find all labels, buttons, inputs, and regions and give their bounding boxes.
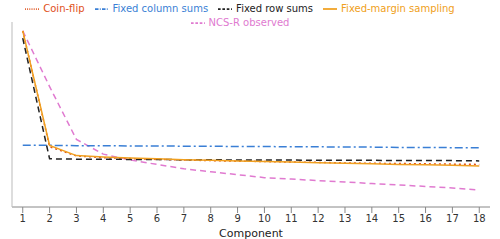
svg-text:2: 2 <box>46 213 52 224</box>
svg-text:16: 16 <box>419 213 432 224</box>
svg-text:3: 3 <box>73 213 79 224</box>
svg-text:14: 14 <box>365 213 378 224</box>
svg-text:6: 6 <box>154 213 160 224</box>
svg-text:11: 11 <box>285 213 298 224</box>
svg-text:4: 4 <box>100 213 106 224</box>
html-text:Fixed column sums: Fixed column sums <box>112 3 209 14</box>
svg-text:1: 1 <box>20 213 26 224</box>
svg-text:13: 13 <box>339 213 352 224</box>
svg-text:10: 10 <box>258 213 271 224</box>
html-text:Fixed-margin sampling: Fixed-margin sampling <box>341 3 455 14</box>
html-text:NCS-R observed: NCS-R observed <box>208 17 290 28</box>
html-text:Coin-flip: Coin-flip <box>43 3 85 14</box>
svg-text:17: 17 <box>446 213 459 224</box>
svg-text:15: 15 <box>392 213 405 224</box>
svg-text:9: 9 <box>234 213 240 224</box>
html-text:Fixed row sums: Fixed row sums <box>236 3 314 14</box>
svg-text:18: 18 <box>473 213 486 224</box>
svg-text:Component: Component <box>219 227 284 239</box>
svg-text:5: 5 <box>127 213 133 224</box>
svg-text:7: 7 <box>181 213 187 224</box>
svg-text:8: 8 <box>208 213 214 224</box>
svg-text:12: 12 <box>312 213 325 224</box>
